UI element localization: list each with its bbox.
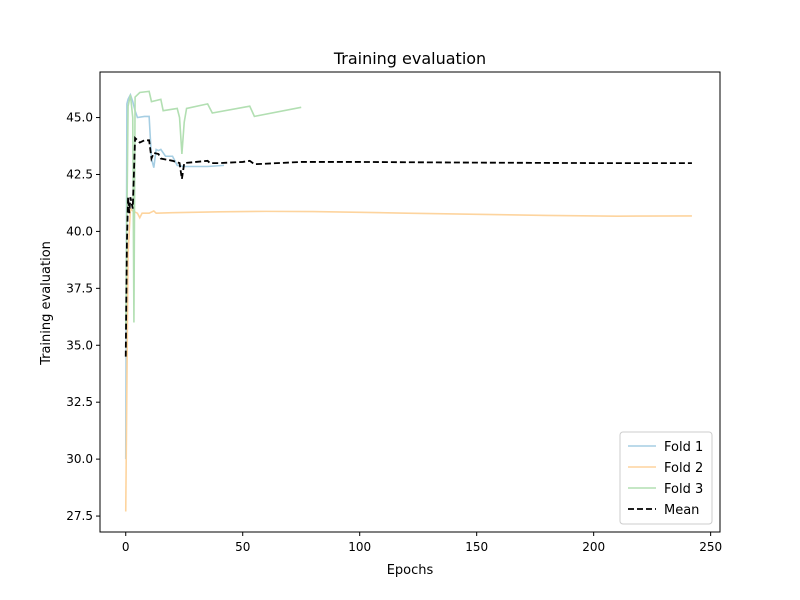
legend-box bbox=[619, 431, 713, 525]
x-tick-label: 50 bbox=[235, 540, 250, 554]
y-axis-label: Training evaluation bbox=[39, 241, 54, 366]
y-tick-label: 37.5 bbox=[66, 281, 93, 295]
chart-title: Training evaluation bbox=[333, 49, 486, 68]
y-tick-label: 32.5 bbox=[66, 395, 93, 409]
legend: Fold 1 Fold 2 Fold 3 Mean bbox=[619, 431, 713, 525]
y-tick-label: 42.5 bbox=[66, 167, 93, 181]
x-tick-label: 150 bbox=[465, 540, 488, 554]
y-tick-label: 40.0 bbox=[66, 224, 93, 238]
x-axis-label: Epochs bbox=[387, 563, 434, 578]
x-tick-label: 200 bbox=[582, 540, 605, 554]
y-tick-label: 35.0 bbox=[66, 338, 93, 352]
legend-label: Mean bbox=[664, 503, 699, 518]
legend-label: Fold 3 bbox=[664, 482, 703, 497]
x-tick-label: 250 bbox=[699, 540, 722, 554]
plot-area: 0 50 100 150 200 250 27.5 30.0 32.5 35.0 37.5 40.0 4… bbox=[66, 71, 722, 554]
y-tick-label: 45.0 bbox=[66, 111, 93, 125]
legend-label: Fold 1 bbox=[664, 440, 703, 455]
x-tick-label: 100 bbox=[348, 540, 371, 554]
series-line-fold-3 bbox=[124, 90, 302, 330]
series-line-mean bbox=[124, 135, 692, 357]
x-tick-label: 0 bbox=[122, 540, 130, 554]
y-tick-label: 27.5 bbox=[66, 509, 93, 523]
legend-label: Fold 2 bbox=[664, 461, 703, 476]
axes-frame bbox=[99, 71, 721, 533]
y-tick-label: 30.0 bbox=[66, 452, 93, 466]
